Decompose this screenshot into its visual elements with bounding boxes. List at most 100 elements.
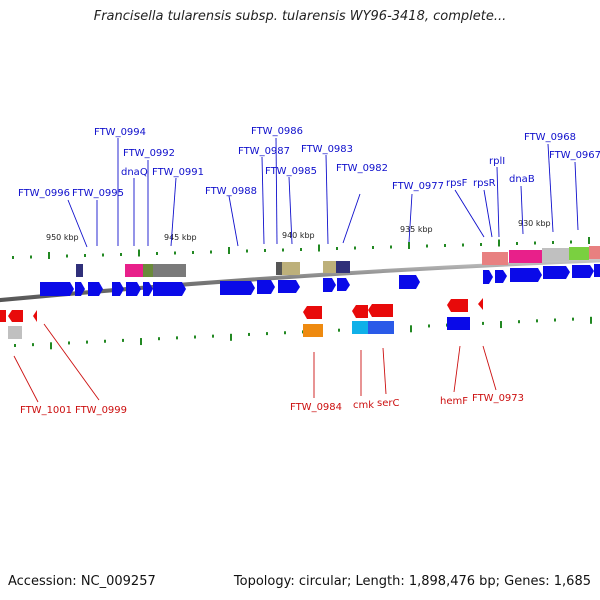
ruler-tick	[138, 249, 140, 257]
gene-arrow[interactable]	[594, 264, 600, 277]
feature-block	[447, 317, 470, 330]
ruler-tick	[14, 344, 16, 347]
gene-arrow[interactable]	[323, 278, 336, 292]
ruler-tick	[120, 253, 122, 256]
gene-arrow[interactable]	[337, 278, 350, 291]
ruler-tick	[194, 335, 196, 339]
gene-label[interactable]: rplI	[489, 156, 505, 167]
gene-label[interactable]: cmk	[353, 400, 374, 411]
ruler-tick	[518, 320, 520, 324]
gene-arrow[interactable]	[40, 282, 74, 296]
gene-arrow[interactable]	[143, 282, 153, 296]
ruler-tick	[590, 316, 592, 324]
ruler-tick	[140, 338, 142, 346]
gene-arrow[interactable]	[543, 266, 570, 279]
gene-label[interactable]: rpsF	[446, 178, 468, 189]
gene-arrow[interactable]	[368, 304, 393, 317]
gene-label[interactable]: FTW_0973	[472, 393, 524, 404]
gene-label[interactable]: FTW_0984	[290, 402, 342, 413]
ruler-tick	[210, 250, 212, 254]
ruler-tick	[480, 243, 482, 246]
gene-label[interactable]: FTW_0968	[524, 132, 576, 143]
gene-label[interactable]: hemF	[440, 396, 468, 407]
gene-arrow[interactable]	[153, 282, 186, 296]
gene-label[interactable]: FTW_0995	[72, 188, 124, 199]
feature-block	[8, 326, 22, 339]
feature-block	[282, 262, 300, 275]
ruler-tick	[572, 317, 574, 321]
gene-arrow[interactable]	[572, 265, 594, 278]
ruler-tick	[228, 247, 230, 254]
gene-label[interactable]: FTW_0996	[18, 188, 70, 199]
ruler-tick	[536, 319, 538, 323]
ruler-tick	[444, 244, 446, 247]
ruler-tick	[534, 241, 536, 245]
gene-label[interactable]: FTW_0982	[336, 163, 388, 174]
gene-arrow[interactable]	[510, 268, 542, 282]
gene-label[interactable]: FTW_0983	[301, 144, 353, 155]
gene-arrow[interactable]	[33, 310, 37, 322]
ruler-tick	[354, 246, 356, 250]
ruler-tick	[426, 244, 428, 248]
gene-arrow[interactable]	[278, 280, 300, 293]
ruler-tick	[192, 251, 194, 254]
gene-label[interactable]: FTW_0992	[123, 148, 175, 159]
gene-label[interactable]: FTW_0987	[238, 146, 290, 157]
ruler-tick	[266, 332, 268, 336]
gene-arrow[interactable]	[8, 310, 23, 322]
gene-arrow[interactable]	[257, 280, 275, 294]
gene-arrow[interactable]	[220, 281, 255, 295]
gene-label[interactable]: serC	[377, 398, 399, 409]
gene-arrow[interactable]	[352, 305, 368, 318]
gene-arrow[interactable]	[399, 275, 420, 289]
gene-label[interactable]: FTW_0999	[75, 405, 127, 416]
ruler-tick	[554, 318, 556, 322]
gene-arrow[interactable]	[483, 270, 493, 284]
forward-strand	[40, 246, 600, 296]
gene-arrow[interactable]	[88, 282, 103, 296]
ruler-tick	[338, 328, 340, 332]
ruler-tick	[500, 321, 502, 329]
gene-label[interactable]: dnaQ	[121, 167, 148, 178]
accession-text: Accession: NC_009257	[8, 574, 156, 589]
gene-label[interactable]: FTW_0967	[549, 150, 600, 161]
ruler-tick	[104, 339, 106, 343]
ruler-label-935: 935 kbp	[400, 225, 433, 234]
ruler-tick	[230, 333, 232, 341]
gene-label[interactable]: FTW_0994	[94, 127, 146, 138]
ruler-tick	[428, 324, 430, 328]
ruler-tick	[248, 332, 250, 336]
gene-arrow[interactable]	[126, 282, 141, 296]
gene-label[interactable]: FTW_0991	[152, 167, 204, 178]
gene-label[interactable]: FTW_0977	[392, 181, 444, 192]
feature-block	[569, 247, 589, 260]
ruler-tick	[12, 256, 14, 259]
gene-label[interactable]: FTW_0988	[205, 186, 257, 197]
gene-label[interactable]: dnaB	[509, 174, 535, 185]
feature-block	[542, 248, 569, 261]
gene-label[interactable]: FTW_0985	[265, 166, 317, 177]
gene-arrow[interactable]	[0, 310, 6, 322]
gene-arrow[interactable]	[75, 282, 85, 296]
feature-block	[76, 264, 83, 277]
gene-label[interactable]: FTW_1001	[20, 405, 72, 416]
gene-arrow[interactable]	[112, 282, 124, 296]
feature-block	[323, 261, 336, 273]
ruler-tick	[30, 255, 32, 259]
gene-label[interactable]: FTW_0986	[251, 126, 303, 137]
ruler-tick	[390, 245, 392, 249]
gene-arrow[interactable]	[303, 306, 322, 319]
ruler-tick	[588, 237, 590, 244]
gene-arrow[interactable]	[447, 299, 468, 312]
reverse-labels: FTW_1001 FTW_0999 FTW_0984 cmk serC hemF…	[20, 393, 524, 416]
feature-block	[589, 246, 600, 259]
gene-label[interactable]: rpsR	[473, 178, 496, 189]
ruler-tick	[48, 252, 50, 259]
ruler-tick	[336, 247, 338, 250]
gene-arrow[interactable]	[478, 298, 483, 310]
ruler-tick	[264, 249, 266, 252]
gene-arrow[interactable]	[495, 270, 507, 283]
ruler-tick	[102, 253, 104, 257]
ruler-label-950: 950 kbp	[46, 233, 79, 242]
